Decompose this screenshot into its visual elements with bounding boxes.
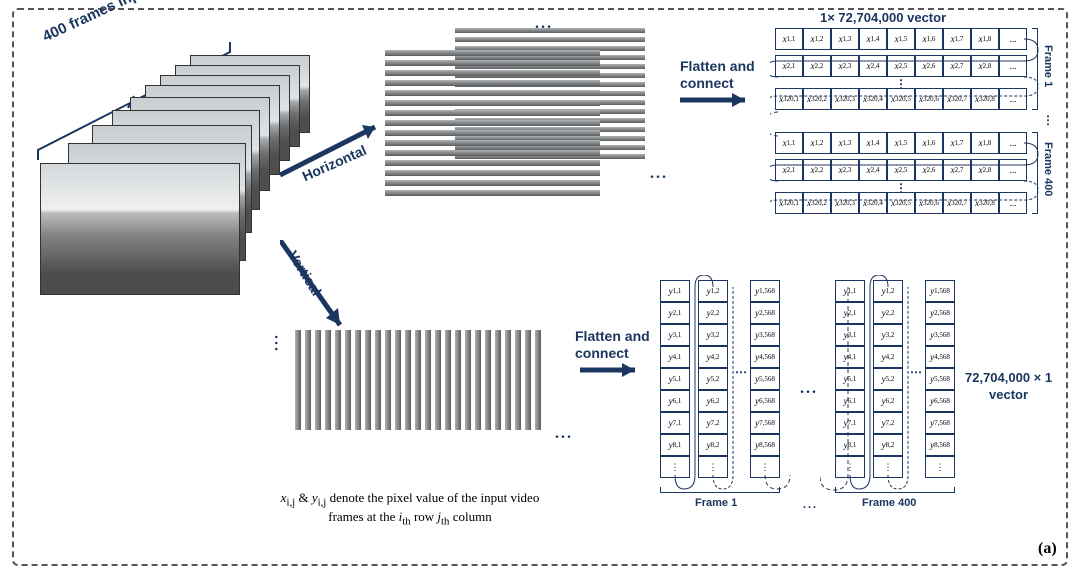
label-flatten-h: Flatten andconnect xyxy=(680,58,755,92)
bracket-h-f1-label: Frame 1 xyxy=(1042,45,1054,87)
snake-h-f400 xyxy=(770,110,1040,218)
snake-v-f400 xyxy=(820,275,970,495)
arrow-to-horizontal xyxy=(280,115,400,185)
arrow-flatten-h xyxy=(680,90,760,110)
hrow-gap-dots: ⋮ xyxy=(1042,118,1054,122)
panel-tag: (a) xyxy=(1038,540,1057,558)
snake-v-f1 xyxy=(655,275,795,495)
label-flatten-v: Flatten andconnect xyxy=(575,328,650,362)
label-vec-v: 72,704,000 × 1vector xyxy=(965,370,1052,404)
vertical-slices: ... ... xyxy=(275,330,575,460)
arrow-flatten-v xyxy=(580,360,650,380)
snake-h-f1 xyxy=(770,28,1040,114)
input-frame-stack xyxy=(40,55,300,285)
bracket-v-f400-label: Frame 400 xyxy=(862,497,916,509)
bracket-h-f400-label: Frame 400 xyxy=(1042,142,1054,196)
caption-bottom: xi,j & yi,j denote the pixel value of th… xyxy=(250,490,570,527)
label-vec-h: 1× 72,704,000 vector xyxy=(820,10,946,25)
bracket-v-f1-label: Frame 1 xyxy=(695,497,737,509)
horizontal-slices: ... ... xyxy=(385,25,655,205)
